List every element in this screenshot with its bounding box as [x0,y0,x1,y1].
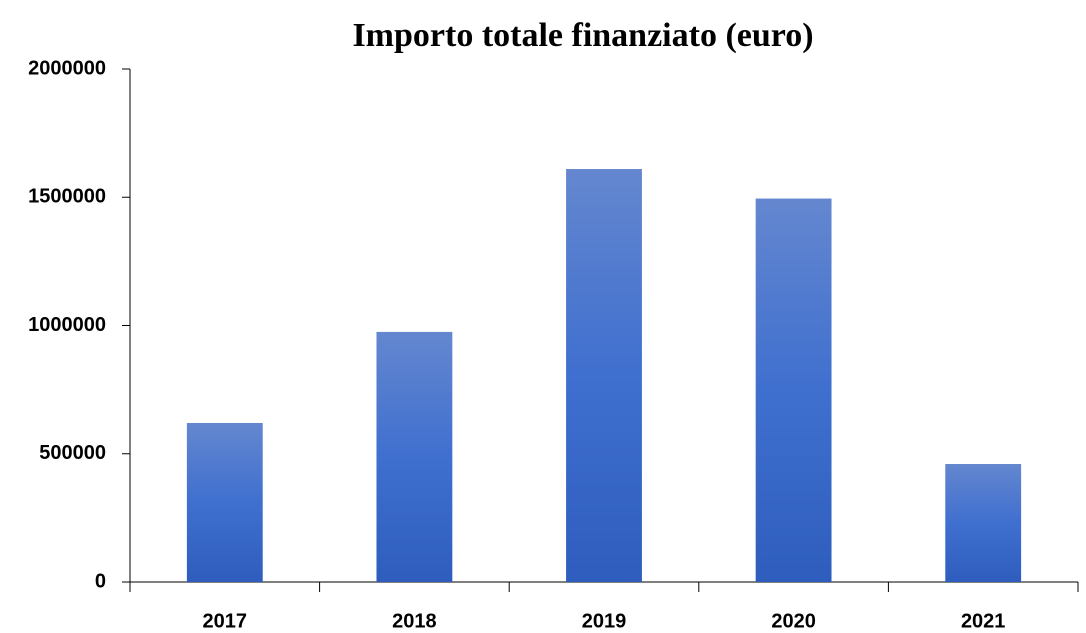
x-tick-label: 2021 [961,610,1006,632]
x-tick-label: 2018 [392,610,437,632]
y-tick-label: 500000 [39,442,106,464]
chart-title: Importo totale finanziato (euro) [352,17,813,54]
x-tick-label: 2017 [203,610,248,632]
x-tick-label: 2020 [771,610,816,632]
bar [376,331,453,582]
y-tick-label: 1500000 [28,186,106,208]
y-tick-label: 1000000 [28,314,106,336]
bar [945,464,1022,582]
y-tick-label: 2000000 [28,57,106,79]
bar [755,198,832,582]
x-tick-label: 2019 [582,610,627,632]
y-tick-label: 0 [95,570,106,592]
bar [566,169,642,582]
bar [186,422,263,582]
